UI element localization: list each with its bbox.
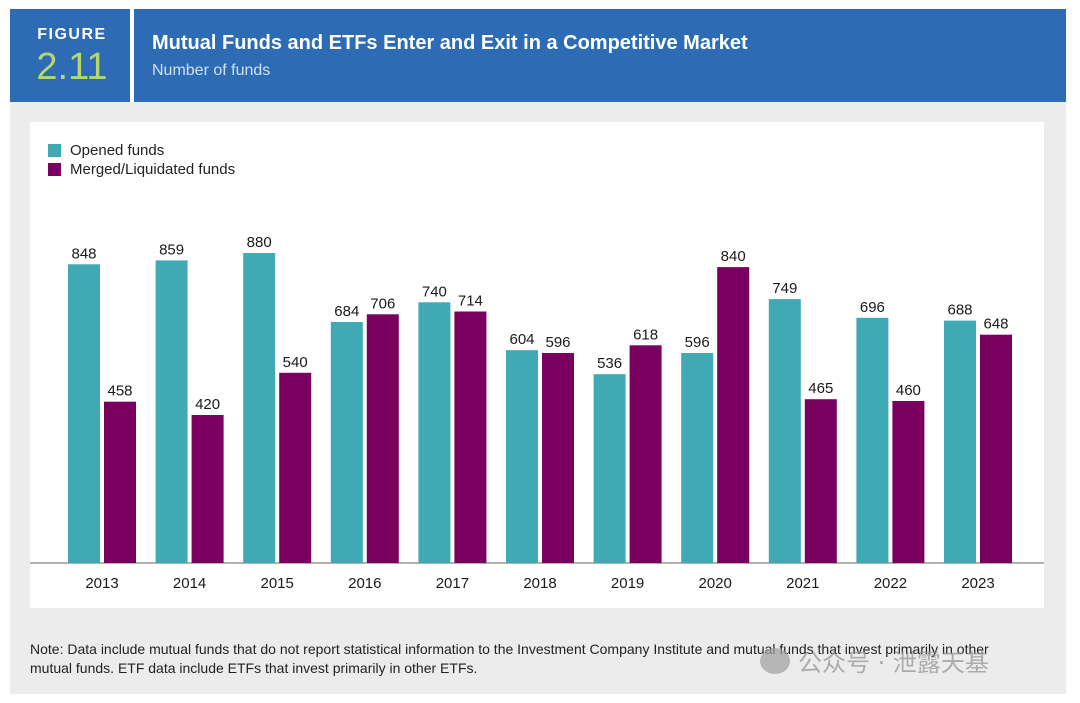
bar-merged-2016 <box>366 314 399 563</box>
data-label-merged-2019: 618 <box>633 326 658 343</box>
bar-opened-2018 <box>506 350 538 563</box>
bar-opened-2019 <box>593 374 626 563</box>
x-tick-label-2015: 2015 <box>261 575 294 592</box>
x-tick-label-2020: 2020 <box>699 575 732 592</box>
legend-swatch-opened <box>48 144 61 157</box>
data-label-merged-2018: 596 <box>545 334 570 351</box>
watermark: 公众号 · 泄露天基 <box>760 643 989 678</box>
figure-word: FIGURE <box>37 26 107 43</box>
data-label-merged-2023: 648 <box>983 316 1008 333</box>
legend-item-opened: Opened funds <box>48 141 235 160</box>
bar-merged-2021 <box>804 399 837 563</box>
data-label-merged-2015: 540 <box>283 354 308 371</box>
data-label-merged-2016: 706 <box>370 295 395 312</box>
data-label-merged-2014: 420 <box>195 396 220 413</box>
data-label-opened-2019: 536 <box>597 355 622 372</box>
data-label-merged-2017: 714 <box>458 293 483 310</box>
watermark-text: 公众号 · 泄露天基 <box>798 649 989 677</box>
figure-badge: FIGURE 2.11 <box>10 9 130 102</box>
bar-opened-2023 <box>944 320 976 563</box>
bar-opened-2016 <box>330 322 363 563</box>
chart-title: Mutual Funds and ETFs Enter and Exit in … <box>152 32 748 54</box>
wechat-icon <box>760 647 790 674</box>
bar-merged-2020 <box>717 267 750 563</box>
bar-opened-2015 <box>243 253 276 563</box>
x-tick-label-2016: 2016 <box>348 575 381 592</box>
figure-number: 2.11 <box>36 46 108 88</box>
data-label-merged-2013: 458 <box>107 383 132 400</box>
data-label-merged-2021: 465 <box>808 380 833 397</box>
bar-merged-2014 <box>191 415 224 563</box>
bar-opened-2020 <box>681 353 714 563</box>
bar-merged-2015 <box>279 372 312 563</box>
data-label-opened-2016: 684 <box>334 303 359 320</box>
x-tick-label-2017: 2017 <box>436 575 469 592</box>
header-divider <box>130 9 134 102</box>
bar-opened-2013 <box>68 264 100 563</box>
bar-merged-2019 <box>629 345 662 563</box>
bar-merged-2023 <box>980 334 1012 563</box>
chart-subtitle: Number of funds <box>152 62 271 79</box>
bar-merged-2017 <box>454 311 487 563</box>
bar-opened-2022 <box>856 317 889 563</box>
x-tick-label-2019: 2019 <box>611 575 644 592</box>
x-tick-label-2013: 2013 <box>85 575 118 592</box>
data-label-opened-2023: 688 <box>947 302 972 319</box>
bar-opened-2017 <box>418 302 451 563</box>
x-tick-label-2018: 2018 <box>523 575 556 592</box>
footnote: Note: Data include mutual funds that do … <box>30 641 989 676</box>
x-tick-label-2014: 2014 <box>173 575 206 592</box>
data-label-opened-2017: 740 <box>422 283 447 300</box>
legend-label-opened: Opened funds <box>70 142 165 159</box>
data-label-opened-2020: 596 <box>685 334 710 351</box>
x-tick-label-2021: 2021 <box>786 575 819 592</box>
bar-merged-2022 <box>892 401 925 563</box>
data-label-opened-2015: 880 <box>247 234 272 251</box>
chart-legend: Opened funds Merged/Liquidated funds <box>48 141 235 179</box>
legend-label-merged: Merged/Liquidated funds <box>70 161 236 178</box>
legend-swatch-merged <box>48 163 61 176</box>
data-label-opened-2013: 848 <box>71 245 96 262</box>
data-label-opened-2021: 749 <box>772 280 797 297</box>
bar-merged-2018 <box>542 353 574 563</box>
bar-opened-2014 <box>155 260 188 563</box>
data-label-opened-2018: 604 <box>509 331 534 348</box>
bar-opened-2021 <box>768 299 801 563</box>
data-label-merged-2020: 840 <box>721 248 746 265</box>
legend-item-merged: Merged/Liquidated funds <box>48 160 235 179</box>
data-label-merged-2022: 460 <box>896 382 921 399</box>
figure-header: FIGURE 2.11 Mutual Funds and ETFs Enter … <box>10 9 1066 102</box>
bar-merged-2013 <box>104 401 136 563</box>
data-label-opened-2022: 696 <box>860 299 885 316</box>
x-tick-label-2022: 2022 <box>874 575 907 592</box>
x-tick-label-2023: 2023 <box>961 575 994 592</box>
data-label-opened-2014: 859 <box>159 241 184 258</box>
